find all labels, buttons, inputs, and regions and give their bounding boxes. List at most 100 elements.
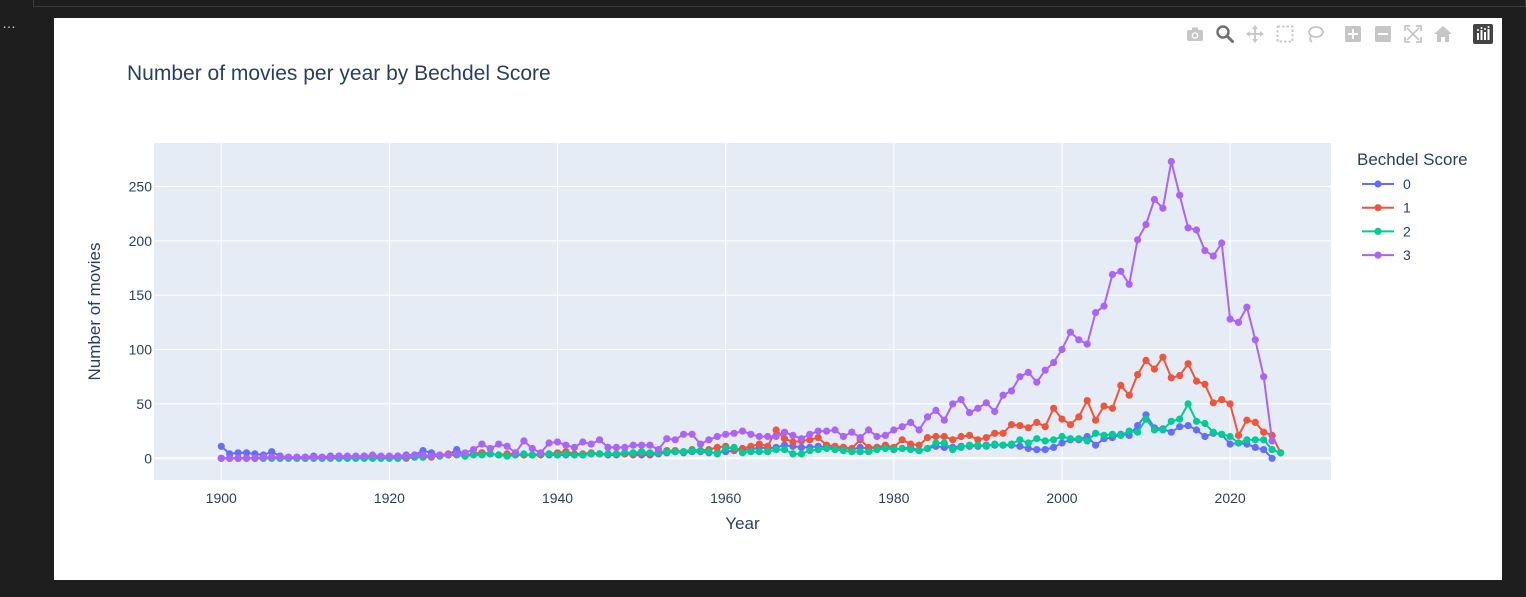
series-3[interactable] xyxy=(217,157,1276,462)
data-point[interactable] xyxy=(1260,446,1268,454)
data-point[interactable] xyxy=(705,448,713,456)
data-point[interactable] xyxy=(1159,426,1167,434)
data-point[interactable] xyxy=(1041,437,1049,445)
data-point[interactable] xyxy=(268,448,276,456)
data-point[interactable] xyxy=(797,450,806,458)
legend-item-0[interactable]: 0 xyxy=(1362,176,1411,192)
zoom-in-icon[interactable] xyxy=(1340,22,1366,46)
data-point[interactable] xyxy=(369,451,377,459)
data-point[interactable] xyxy=(814,427,822,435)
data-point[interactable] xyxy=(663,448,671,456)
data-point[interactable] xyxy=(495,451,503,459)
data-point[interactable] xyxy=(343,452,351,460)
data-point[interactable] xyxy=(1050,404,1058,412)
data-point[interactable] xyxy=(1092,309,1100,317)
data-point[interactable] xyxy=(1159,204,1167,212)
camera-icon[interactable] xyxy=(1182,22,1208,46)
data-point[interactable] xyxy=(1016,436,1024,444)
data-point[interactable] xyxy=(1226,432,1234,441)
data-point[interactable] xyxy=(1201,432,1209,441)
data-point[interactable] xyxy=(1184,360,1192,368)
data-point[interactable] xyxy=(738,449,747,457)
data-point[interactable] xyxy=(1251,336,1259,344)
data-point[interactable] xyxy=(915,426,923,434)
data-point[interactable] xyxy=(907,418,915,426)
data-point[interactable] xyxy=(764,442,772,450)
data-point[interactable] xyxy=(780,446,789,454)
data-point[interactable] xyxy=(907,440,915,448)
data-point[interactable] xyxy=(780,435,789,443)
data-point[interactable] xyxy=(537,449,545,457)
data-point[interactable] xyxy=(1260,428,1268,436)
data-point[interactable] xyxy=(562,450,570,458)
data-point[interactable] xyxy=(797,435,806,443)
data-point[interactable] xyxy=(1083,437,1091,445)
data-point[interactable] xyxy=(1033,378,1041,386)
data-point[interactable] xyxy=(1176,423,1184,431)
data-point[interactable] xyxy=(1125,427,1133,435)
data-point[interactable] xyxy=(318,453,326,461)
data-point[interactable] xyxy=(638,441,646,449)
data-point[interactable] xyxy=(999,429,1007,437)
data-point[interactable] xyxy=(823,427,831,435)
data-point[interactable] xyxy=(469,446,478,454)
data-point[interactable] xyxy=(1108,270,1116,279)
data-point[interactable] xyxy=(604,443,612,451)
data-point[interactable] xyxy=(974,436,982,444)
data-point[interactable] xyxy=(1192,377,1201,385)
data-point[interactable] xyxy=(764,448,772,456)
data-point[interactable] xyxy=(730,443,738,451)
data-point[interactable] xyxy=(949,446,957,454)
data-point[interactable] xyxy=(226,454,234,462)
data-point[interactable] xyxy=(965,409,974,417)
data-point[interactable] xyxy=(1184,422,1192,430)
data-point[interactable] xyxy=(1218,396,1226,404)
data-point[interactable] xyxy=(1083,397,1091,405)
data-point[interactable] xyxy=(587,450,595,458)
data-point[interactable] xyxy=(814,434,822,442)
data-point[interactable] xyxy=(326,453,335,461)
data-point[interactable] xyxy=(965,441,974,449)
data-point[interactable] xyxy=(621,449,629,457)
data-point[interactable] xyxy=(293,453,301,461)
data-point[interactable] xyxy=(1024,424,1032,432)
data-point[interactable] xyxy=(923,434,932,442)
legend[interactable]: Bechdel Score 0 1 2 3 xyxy=(1357,150,1468,263)
data-point[interactable] xyxy=(881,444,890,453)
data-point[interactable] xyxy=(806,436,814,444)
data-point[interactable] xyxy=(1024,368,1032,376)
data-point[interactable] xyxy=(242,454,251,462)
data-point[interactable] xyxy=(553,451,562,459)
data-point[interactable] xyxy=(1007,421,1016,429)
data-point[interactable] xyxy=(1243,303,1251,311)
data-point[interactable] xyxy=(982,399,990,407)
data-point[interactable] xyxy=(671,436,679,444)
data-point[interactable] xyxy=(621,443,629,451)
data-point[interactable] xyxy=(1192,426,1201,434)
data-point[interactable] xyxy=(377,452,385,460)
data-point[interactable] xyxy=(1117,431,1125,439)
data-point[interactable] xyxy=(402,452,410,460)
data-point[interactable] xyxy=(873,446,881,454)
data-point[interactable] xyxy=(654,446,663,454)
data-point[interactable] xyxy=(932,439,940,447)
data-point[interactable] xyxy=(1058,345,1066,354)
data-point[interactable] xyxy=(957,432,965,441)
data-point[interactable] xyxy=(570,451,579,459)
data-point[interactable] xyxy=(486,450,494,458)
data-point[interactable] xyxy=(932,406,940,414)
data-point[interactable] xyxy=(1075,336,1083,344)
data-point[interactable] xyxy=(478,451,486,459)
data-point[interactable] xyxy=(1277,449,1285,457)
lasso-select-icon[interactable] xyxy=(1302,22,1328,46)
data-point[interactable] xyxy=(1075,435,1083,443)
data-point[interactable] xyxy=(1134,428,1142,436)
data-point[interactable] xyxy=(495,440,503,448)
data-point[interactable] xyxy=(1033,446,1041,454)
data-point[interactable] xyxy=(1016,373,1024,381)
data-point[interactable] xyxy=(722,444,730,453)
data-point[interactable] xyxy=(898,423,906,431)
data-point[interactable] xyxy=(570,443,579,451)
data-point[interactable] xyxy=(461,449,469,457)
data-point[interactable] xyxy=(797,443,806,451)
